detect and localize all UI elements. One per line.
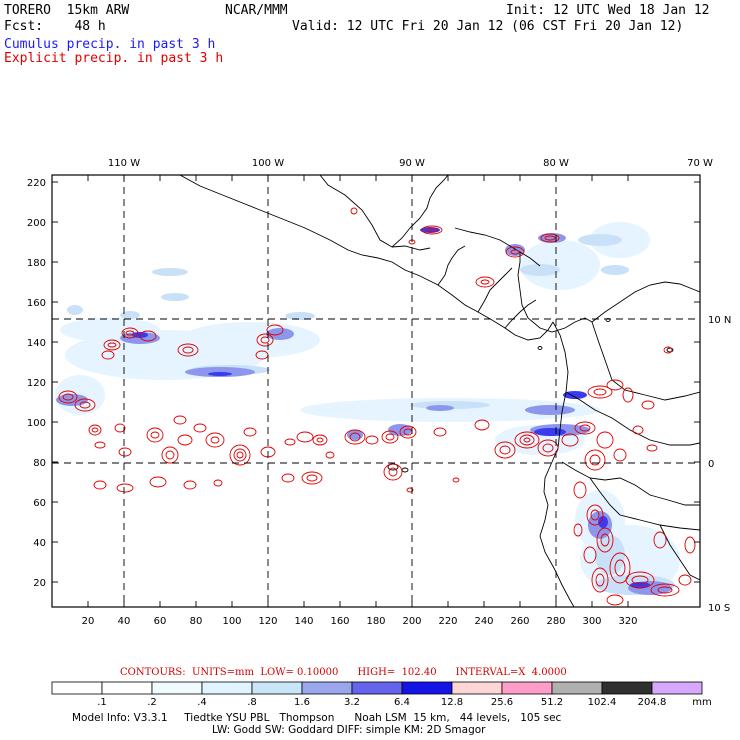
y-tick-label: 100 xyxy=(27,418,46,429)
explicit-precip-contours xyxy=(58,207,696,606)
colorbar-label: 6.4 xyxy=(394,697,410,708)
axis-ticks xyxy=(52,175,700,607)
colorbar xyxy=(51,681,703,695)
colorbar-labels: .1 .2 .4 .8 1.6 3.2 6.4 12.8 25.6 51.2 1… xyxy=(97,697,712,708)
colorbar-label: 204.8 xyxy=(638,697,667,708)
colorbar-label: 51.2 xyxy=(541,697,563,708)
x-tick-label: 300 xyxy=(582,616,601,627)
colorbar-swatch xyxy=(601,681,653,695)
colorbar-swatch xyxy=(51,681,103,695)
x-tick-label: 100 xyxy=(222,616,241,627)
lat-label-10s: 10 S xyxy=(708,603,730,614)
colorbar-label: 1.6 xyxy=(294,697,310,708)
x-tick-label: 220 xyxy=(438,616,457,627)
x-tick-label: 260 xyxy=(510,616,529,627)
y-tick-label: 180 xyxy=(27,258,46,269)
center-label: NCAR/MMM xyxy=(225,3,288,18)
forecast-hour: Fcst: 48 h xyxy=(4,19,106,34)
colorbar-label: .2 xyxy=(147,697,157,708)
colorbar-label: 25.6 xyxy=(491,697,513,708)
model-info: Model Info: V3.3.1 Tiedtke YSU PBL Thomp… xyxy=(72,712,562,724)
model-title: TORERO 15km ARW xyxy=(4,3,130,18)
colorbar-label: .4 xyxy=(197,697,207,708)
colorbar-swatch xyxy=(351,681,403,695)
lat-label-0: 0 xyxy=(708,459,714,470)
colorbar-unit: mm xyxy=(692,697,711,708)
x-tick-label: 60 xyxy=(154,616,167,627)
y-tick-label: 160 xyxy=(27,298,46,309)
colorbar-swatch xyxy=(651,681,703,695)
colorbar-label: 3.2 xyxy=(344,697,360,708)
latlon-grid xyxy=(52,175,700,607)
colorbar-swatch xyxy=(151,681,203,695)
x-tick-label: 120 xyxy=(258,616,277,627)
colorbar-label: 12.8 xyxy=(441,697,463,708)
legend-explicit: Explicit precip. in past 3 h xyxy=(4,51,224,66)
y-tick-label: 200 xyxy=(27,218,46,229)
colorbar-swatch xyxy=(251,681,303,695)
x-tick-label: 40 xyxy=(118,616,131,627)
lat-label-10n: 10 N xyxy=(708,315,731,326)
coastlines xyxy=(179,175,700,607)
colorbar-swatch xyxy=(501,681,553,695)
x-tick-label: 160 xyxy=(330,616,349,627)
x-tick-label: 320 xyxy=(618,616,637,627)
x-tick-label: 180 xyxy=(366,616,385,627)
y-tick-label: 140 xyxy=(27,338,46,349)
x-tick-label: 20 xyxy=(82,616,95,627)
contour-info: CONTOURS: UNITS=mm LOW= 0.10000 HIGH= 10… xyxy=(120,667,567,678)
y-tick-label: 120 xyxy=(27,378,46,389)
model-physics: LW: Godd SW: Goddard DIFF: simple KM: 2D… xyxy=(212,724,486,736)
colorbar-label: 102.4 xyxy=(588,697,617,708)
lon-label-110w: 110 W xyxy=(108,158,140,169)
valid-time: Valid: 12 UTC Fri 20 Jan 12 (06 CST Fri … xyxy=(292,19,684,34)
lon-label-90w: 90 W xyxy=(399,158,425,169)
y-tick-label: 20 xyxy=(33,578,46,589)
init-time: Init: 12 UTC Wed 18 Jan 12 xyxy=(506,3,710,18)
y-tick-label: 220 xyxy=(27,178,46,189)
y-tick-label: 60 xyxy=(33,498,46,509)
x-tick-label: 140 xyxy=(294,616,313,627)
legend-cumulus: Cumulus precip. in past 3 h xyxy=(4,37,216,52)
colorbar-swatch xyxy=(401,681,453,695)
x-tick-label: 80 xyxy=(190,616,203,627)
cumulus-precip-shading xyxy=(55,222,680,595)
y-tick-label: 80 xyxy=(33,458,46,469)
colorbar-swatch xyxy=(101,681,153,695)
lon-label-70w: 70 W xyxy=(687,158,713,169)
colorbar-label: .1 xyxy=(97,697,107,708)
x-tick-label: 200 xyxy=(402,616,421,627)
colorbar-swatch xyxy=(201,681,253,695)
y-tick-label: 40 xyxy=(33,538,46,549)
colorbar-swatch xyxy=(301,681,353,695)
colorbar-swatch xyxy=(451,681,503,695)
colorbar-swatch xyxy=(551,681,603,695)
lon-label-80w: 80 W xyxy=(543,158,569,169)
colorbar-label: .8 xyxy=(247,697,257,708)
x-tick-label: 240 xyxy=(474,616,493,627)
x-tick-label: 280 xyxy=(546,616,565,627)
lon-label-100w: 100 W xyxy=(252,158,284,169)
